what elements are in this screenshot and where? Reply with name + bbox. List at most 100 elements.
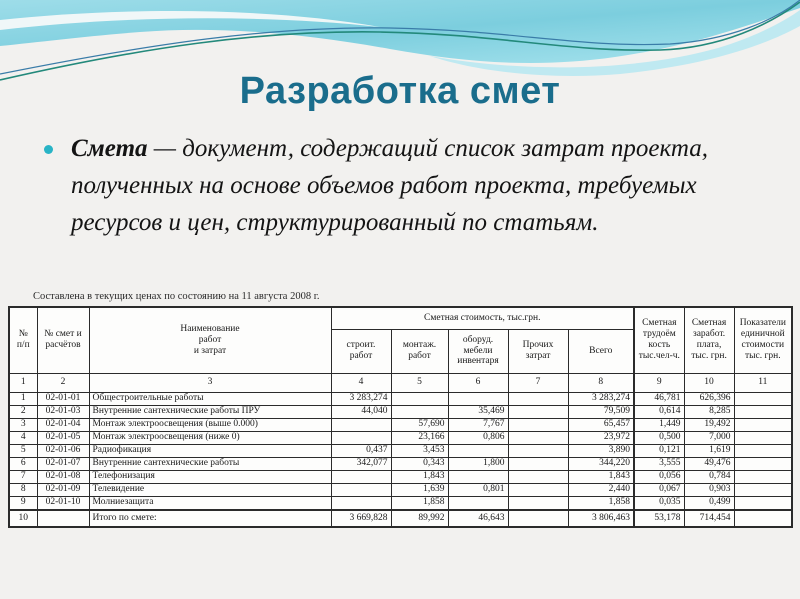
header-wave-graphic (0, 0, 800, 81)
table-cell (733, 469, 793, 484)
table-cell (507, 417, 569, 432)
table-cell: 02-01-09 (36, 482, 90, 497)
table-cell: 0,499 (683, 495, 735, 510)
table-cell: 6 (8, 456, 38, 471)
table-cell: 5 (8, 443, 38, 458)
table-cell: 02-01-08 (36, 469, 90, 484)
table-cell: Внутренние сантехнические работы ПРУ (88, 404, 332, 419)
col-header-unit-cost: Показатели единичной стоимости тыс. грн. (733, 306, 793, 374)
table-cell: 9 (8, 495, 38, 510)
table-cell: 0,784 (683, 469, 735, 484)
table-cell: 3 806,463 (567, 508, 635, 527)
table-cell (507, 482, 569, 497)
table-cell: 0,806 (447, 430, 509, 445)
table-cell: 1,800 (447, 456, 509, 471)
table-cell (447, 469, 509, 484)
table-cell: 1,843 (567, 469, 635, 484)
table-cell: 7,767 (447, 417, 509, 432)
table-cell: 46,781 (633, 391, 685, 406)
table-cell: Телефонизация (88, 469, 332, 484)
table-cell (733, 495, 793, 510)
table-cell: 53,178 (633, 508, 685, 527)
table-cell (330, 417, 392, 432)
table-cell: 57,690 (390, 417, 449, 432)
table-cell (330, 469, 392, 484)
table-row: 9 02-01-10 Молниезащита 1,858 1,858 0,035 0,49… (8, 495, 793, 510)
table-cell: 1 (8, 391, 38, 406)
table-cell: 3 (8, 417, 38, 432)
table-row: 7 02-01-08 Телефонизация 1,843 1,843 0,056 0,7… (8, 469, 793, 484)
table-cell: 3 283,274 (330, 391, 392, 406)
table-cell: 8,285 (683, 404, 735, 419)
table-cell: 02-01-07 (36, 456, 90, 471)
table-cell: 3 669,828 (330, 508, 392, 527)
col-header-num: № п/п (8, 306, 38, 374)
table-cell (733, 443, 793, 458)
table-cell: 0,801 (447, 482, 509, 497)
table-cell: 3 283,274 (567, 391, 635, 406)
table-row: 2 02-01-03 Внутренние сантехнические работ… (8, 404, 793, 419)
table-body: 1 02-01-01 Общестроительные работы 3 283,27… (8, 391, 793, 527)
table-cell: 49,476 (683, 456, 735, 471)
table-cell: 714,454 (683, 508, 735, 527)
table-cell: 46,643 (447, 508, 509, 527)
table-cell: Общестроительные работы (88, 391, 332, 406)
col-number: 3 (88, 372, 332, 393)
table-cell: 1,449 (633, 417, 685, 432)
table-cell: 0,067 (633, 482, 685, 497)
bullet-term: Смета (71, 135, 148, 162)
table-row: 6 02-01-07 Внутренние сантехнические работ… (8, 456, 793, 471)
table-cell: 8 (8, 482, 38, 497)
table-cell: 344,220 (567, 456, 635, 471)
table-cell (390, 404, 449, 419)
table-cell: 44,040 (330, 404, 392, 419)
table-cell: 1,858 (567, 495, 635, 510)
table-row: 8 02-01-09 Телевидение 1,639 0,801 2,440 0,067… (8, 482, 793, 497)
table-cell: 0,500 (633, 430, 685, 445)
table-cell: Монтаж электроосвещения (выше 0.000) (88, 417, 332, 432)
table-cell (330, 430, 392, 445)
table-cell: 35,469 (447, 404, 509, 419)
table-cell (447, 495, 509, 510)
table-cell: 1,858 (390, 495, 449, 510)
col-number: 8 (567, 372, 635, 393)
table-cell: 342,077 (330, 456, 392, 471)
table-cell (330, 482, 392, 497)
col-number: 4 (330, 372, 392, 393)
table-cell (507, 391, 569, 406)
col-number: 10 (683, 372, 735, 393)
table-cell (390, 391, 449, 406)
table-cell (733, 482, 793, 497)
table-cell: 23,972 (567, 430, 635, 445)
slide-title: Разработка смет (239, 70, 561, 112)
wave-main-band (0, 0, 800, 63)
col-subheader: монтаж. работ (390, 328, 449, 374)
table-cell: 626,396 (683, 391, 735, 406)
wave-line-blue (0, 0, 800, 75)
table-cell (447, 391, 509, 406)
table-cell (733, 404, 793, 419)
col-number: 7 (507, 372, 569, 393)
table-header: № п/п № смет и расчётов Наименование работ… (8, 306, 793, 393)
table-cell: 02-01-04 (36, 417, 90, 432)
table-cell: 0,035 (633, 495, 685, 510)
table-cell: 1,619 (683, 443, 735, 458)
table-cell: 3,453 (390, 443, 449, 458)
table-cell: 02-01-05 (36, 430, 90, 445)
table-cell: 10 (8, 508, 38, 527)
col-header-name: Наименование работ и затрат (88, 306, 332, 374)
table-cell (733, 456, 793, 471)
table-cell: 0,056 (633, 469, 685, 484)
table-cell: 0,437 (330, 443, 392, 458)
table-cell: 7 (8, 469, 38, 484)
table-cell: 3,555 (633, 456, 685, 471)
table-cell (330, 495, 392, 510)
table-cell (507, 495, 569, 510)
table-cell (733, 508, 793, 527)
table-cell: 1,843 (390, 469, 449, 484)
col-subheader: оборуд. мебели инвентаря (447, 328, 509, 374)
table-cell: 1,639 (390, 482, 449, 497)
table-row: 1 02-01-01 Общестроительные работы 3 283,27… (8, 391, 793, 406)
table-cell: 02-01-03 (36, 404, 90, 419)
table-cell: 79,509 (567, 404, 635, 419)
